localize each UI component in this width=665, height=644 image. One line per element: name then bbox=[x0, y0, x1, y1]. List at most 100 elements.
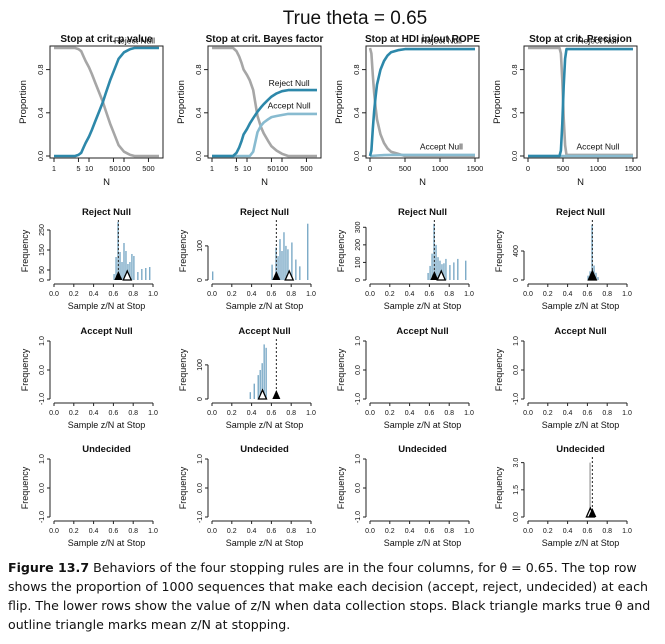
x-tick-label: 50 bbox=[267, 164, 275, 173]
series-label-reject: Reject Null bbox=[269, 78, 310, 88]
x-tick-label: 1500 bbox=[625, 164, 642, 173]
x-tick-label: 0.0 bbox=[207, 410, 217, 417]
y-tick-label: 0.4 bbox=[352, 108, 361, 118]
hist-panel-3: Undecided 0.0 1.5 3.0 Frequency 0.0 0.2 0.4 0.6 0… bbox=[494, 444, 632, 548]
hist-bar bbox=[443, 263, 445, 280]
hist-title: Reject Null bbox=[82, 207, 131, 218]
hist-title: Accept Null bbox=[238, 326, 290, 337]
series-reject-line bbox=[212, 88, 317, 158]
hist-bar bbox=[149, 267, 151, 280]
hist-bar bbox=[275, 247, 277, 280]
x-tick-label: 0.0 bbox=[49, 528, 59, 535]
x-tick-label: 0.0 bbox=[207, 291, 217, 298]
hist-title: Undecided bbox=[82, 444, 131, 455]
hist-title: Reject Null bbox=[398, 207, 447, 218]
panel-title: Stop at crit. p value bbox=[60, 34, 153, 45]
x-axis-label: Sample z/N at Stop bbox=[226, 420, 304, 430]
y-axis-label: Frequency bbox=[178, 466, 188, 509]
x-tick-label: 0.2 bbox=[385, 528, 395, 535]
hist-bar bbox=[279, 239, 281, 280]
column-2: Stop at crit. Bayes factor 0.0 0.4 0.8 Propo… bbox=[176, 34, 324, 548]
hist-panel-1: Reject Null 0 50 150 250 Frequency 0.0 0.2 0.4 0.… bbox=[20, 207, 158, 311]
y-tick-label: 0.0 bbox=[352, 151, 361, 161]
hist-bar bbox=[113, 274, 115, 280]
hist-bar bbox=[261, 363, 263, 399]
y-tick-label: 1.5 bbox=[513, 485, 520, 495]
x-tick-label: 0.2 bbox=[69, 410, 79, 417]
y-tick-label: 1.0 bbox=[39, 454, 46, 464]
hist-bar bbox=[285, 245, 287, 280]
series-label-accept: Accept Null bbox=[577, 142, 620, 152]
x-tick-label: 0.4 bbox=[247, 410, 257, 417]
y-tick-label: 0 bbox=[197, 278, 204, 282]
x-axis-label: Sample z/N at Stop bbox=[384, 301, 462, 311]
x-tick-label: 0.8 bbox=[602, 410, 612, 417]
y-tick-label: -1.0 bbox=[513, 393, 520, 405]
x-tick-label: 0.0 bbox=[365, 410, 375, 417]
hist-bar bbox=[133, 256, 135, 280]
x-axis-label: Sample z/N at Stop bbox=[226, 301, 304, 311]
series-label-reject: Reject Null bbox=[421, 36, 462, 46]
x-tick-label: 0.0 bbox=[523, 291, 533, 298]
x-tick-label: 0.6 bbox=[583, 528, 593, 535]
y-tick-label: 0 bbox=[197, 397, 204, 401]
x-tick-label: 0.8 bbox=[128, 291, 138, 298]
series-label-reject: Reject Null bbox=[114, 36, 155, 46]
x-tick-label: 0.0 bbox=[365, 291, 375, 298]
x-axis-label: Sample z/N at Stop bbox=[68, 538, 146, 548]
x-axis-label: N bbox=[419, 177, 426, 188]
true-theta-triangle bbox=[272, 271, 281, 280]
y-axis-label: Frequency bbox=[20, 348, 30, 391]
mean-triangle-outline bbox=[436, 269, 447, 281]
plot-frame bbox=[365, 45, 480, 159]
x-tick-label: 0.8 bbox=[128, 528, 138, 535]
x-tick-label: 0.2 bbox=[385, 291, 395, 298]
y-tick-label: 0.4 bbox=[36, 108, 45, 118]
column-3: Stop at HDI in/out ROPE 0.0 0.4 0.8 Proporti… bbox=[334, 34, 483, 548]
x-tick-label: 1000 bbox=[590, 164, 607, 173]
figure-caption: Figure 13.7 Behaviors of the four stoppi… bbox=[8, 558, 660, 634]
y-tick-label: 100 bbox=[355, 256, 362, 268]
hist-bar bbox=[145, 268, 147, 280]
x-tick-label: 0.4 bbox=[563, 410, 573, 417]
x-axis-label: Sample z/N at Stop bbox=[68, 420, 146, 430]
x-tick-label: 0.6 bbox=[109, 410, 119, 417]
y-axis-label: Frequency bbox=[20, 229, 30, 272]
hist-bar bbox=[433, 223, 435, 280]
x-tick-label: 5 bbox=[234, 164, 238, 173]
x-tick-label: 1.0 bbox=[622, 528, 632, 535]
y-tick-label: 400 bbox=[513, 245, 520, 257]
panels: Stop at crit. p value 0.0 0.4 0.8 Proportion… bbox=[18, 34, 641, 548]
hist-bar bbox=[431, 253, 433, 280]
x-tick-label: 0.6 bbox=[583, 410, 593, 417]
y-tick-label: 0.0 bbox=[39, 483, 46, 493]
x-tick-label: 1.0 bbox=[148, 291, 158, 298]
x-tick-label: 1.0 bbox=[464, 410, 474, 417]
series-undecided-line bbox=[212, 46, 317, 158]
y-tick-label: -1.0 bbox=[39, 393, 46, 405]
hist-bar bbox=[439, 260, 441, 280]
hist-bar bbox=[119, 252, 121, 280]
x-tick-label: 1.0 bbox=[306, 410, 316, 417]
y-tick-label: 0.0 bbox=[355, 365, 362, 375]
mean-triangle-outline bbox=[284, 269, 295, 281]
true-theta-triangle bbox=[114, 271, 123, 280]
x-tick-label: 500 bbox=[399, 164, 412, 173]
panel-title: Stop at crit. Precision bbox=[529, 34, 632, 45]
x-tick-label: 0.0 bbox=[523, 528, 533, 535]
y-tick-label: 0 bbox=[39, 278, 46, 282]
x-axis-label: Sample z/N at Stop bbox=[542, 420, 620, 430]
hist-title: Undecided bbox=[398, 444, 447, 455]
x-tick-label: 0.8 bbox=[444, 410, 454, 417]
x-tick-label: 0.8 bbox=[286, 410, 296, 417]
x-tick-label: 0.8 bbox=[128, 410, 138, 417]
series-label-accept: Accept Null bbox=[268, 100, 311, 110]
hist-bar bbox=[287, 249, 289, 280]
y-tick-label: 100 bbox=[197, 240, 204, 252]
hist-bar bbox=[115, 257, 117, 280]
x-tick-label: 10 bbox=[85, 164, 93, 173]
x-tick-label: 500 bbox=[142, 164, 155, 173]
series-reject-line bbox=[528, 47, 633, 158]
x-tick-label: 1.0 bbox=[148, 528, 158, 535]
